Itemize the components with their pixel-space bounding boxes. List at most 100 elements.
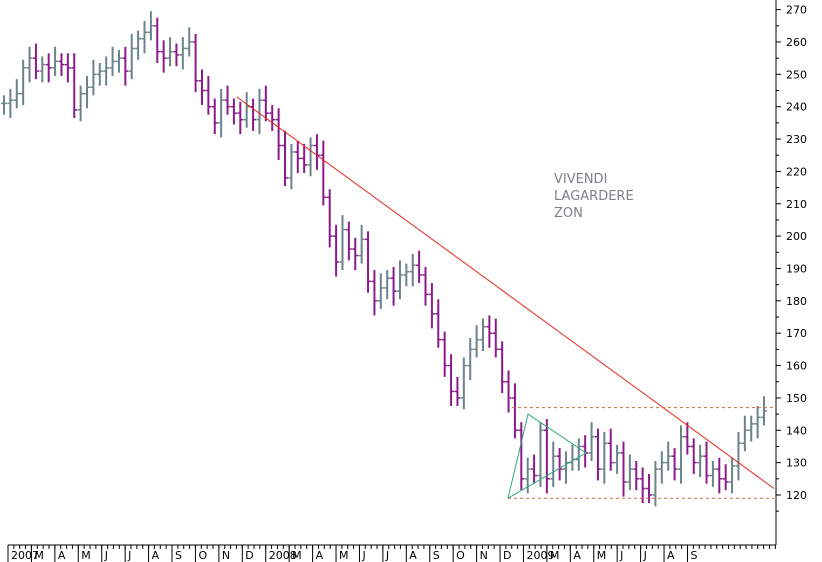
y-tick-label: 120 xyxy=(786,489,807,502)
x-tick-label: J xyxy=(385,549,389,562)
ohlc-bar xyxy=(26,46,33,83)
x-tick-label: 2008 xyxy=(269,549,297,562)
ohlc-bar xyxy=(173,43,180,67)
x-tick-label: D xyxy=(503,549,511,562)
ohlc-bar xyxy=(288,143,295,190)
downtrend-line xyxy=(236,96,775,489)
x-tick-label: 2007 xyxy=(11,549,39,562)
ohlc-bar xyxy=(690,438,697,474)
ohlc-bar xyxy=(1,95,7,115)
ohlc-bar xyxy=(84,75,91,109)
ohlc-bar xyxy=(409,253,416,287)
ohlc-bar xyxy=(460,357,467,410)
ohlc-bar xyxy=(186,27,193,57)
ohlc-bar xyxy=(365,231,372,293)
ohlc-bar xyxy=(467,338,474,381)
ohlc-bar xyxy=(64,53,71,83)
ohlc-bar xyxy=(620,441,627,497)
x-tick-label: J xyxy=(643,549,647,562)
ohlc-bar xyxy=(275,108,282,161)
ohlc-bar xyxy=(45,53,52,83)
x-tick-label: A xyxy=(667,549,675,562)
ohlc-bar xyxy=(486,315,493,348)
ohlc-bar xyxy=(709,461,716,487)
ohlc-bar xyxy=(531,454,538,484)
ohlc-bar xyxy=(320,140,327,206)
y-tick-label: 190 xyxy=(786,262,807,275)
x-tick-label: S xyxy=(175,549,182,562)
ohlc-bar xyxy=(294,140,301,174)
ohlc-bar xyxy=(377,273,384,309)
ohlc-bar xyxy=(256,88,263,135)
x-tick-label: O xyxy=(198,549,207,562)
ohlc-bar xyxy=(90,59,97,96)
ohlc-bar xyxy=(569,444,576,471)
ohlc-bar xyxy=(499,341,506,394)
ohlc-bar xyxy=(396,260,403,300)
y-tick-label: 180 xyxy=(786,295,807,308)
y-tick-label: 260 xyxy=(786,36,807,49)
triangle-pattern xyxy=(507,413,587,499)
x-tick-label: J xyxy=(127,549,131,562)
ohlc-bar xyxy=(454,376,461,407)
y-tick-label: 230 xyxy=(786,133,807,146)
ohlc-bar xyxy=(435,299,442,348)
ohlc-bar xyxy=(403,263,410,287)
ohlc-bars xyxy=(1,11,767,507)
y-tick-label: 220 xyxy=(786,165,807,178)
ohlc-bar xyxy=(224,85,231,115)
ohlc-bar xyxy=(652,461,659,507)
x-tick-label: J xyxy=(619,549,623,562)
ohlc-bar xyxy=(230,98,237,125)
y-tick-label: 160 xyxy=(786,360,807,373)
ohlc-bar xyxy=(39,56,46,83)
ohlc-bar xyxy=(563,451,570,484)
ohlc-bar xyxy=(575,438,582,471)
x-tick-label: M xyxy=(81,549,91,562)
ohlc-bar xyxy=(684,422,691,455)
y-tick-label: 130 xyxy=(786,457,807,470)
x-tick-label: D xyxy=(245,549,253,562)
ohlc-bar xyxy=(390,266,397,306)
ohlc-bar xyxy=(122,46,129,86)
ohlc-bar xyxy=(345,221,352,261)
x-tick-label: M xyxy=(292,549,302,562)
ohlc-bar xyxy=(243,92,250,128)
ohlc-bar xyxy=(735,431,742,481)
ohlc-bar xyxy=(761,396,767,426)
x-tick-label: O xyxy=(456,549,465,562)
ohlc-bar xyxy=(614,444,621,474)
ohlc-bar xyxy=(677,425,684,484)
ohlc-bar xyxy=(384,270,391,300)
ohlc-bar xyxy=(135,30,142,60)
ohlc-bar xyxy=(269,105,276,131)
ohlc-bar xyxy=(524,457,531,494)
ohlc-bar xyxy=(416,250,423,284)
y-tick-label: 140 xyxy=(786,424,807,437)
y-tick-label: 250 xyxy=(786,68,807,81)
ohlc-bar xyxy=(492,318,499,358)
ohlc-bar xyxy=(192,33,199,93)
y-tick-label: 150 xyxy=(786,392,807,405)
ohlc-bar xyxy=(428,283,435,329)
ohlc-bar xyxy=(147,11,154,41)
x-tick-label: J xyxy=(361,549,365,562)
ohlc-bar xyxy=(505,370,512,413)
ohlc-bar xyxy=(352,237,359,271)
ohlc-bar xyxy=(722,464,729,491)
ohlc-bar xyxy=(326,189,333,248)
y-tick-label: 240 xyxy=(786,101,807,114)
ohlc-bar xyxy=(479,318,486,351)
annotation-line-3: ZON xyxy=(554,206,583,221)
ohlc-bar xyxy=(556,448,563,481)
ohlc-bar xyxy=(588,422,595,462)
ohlc-bar xyxy=(633,461,640,491)
x-tick-label: N xyxy=(222,549,230,562)
ohlc-bar xyxy=(333,224,340,277)
x-tick-label: S xyxy=(690,549,697,562)
ohlc-bar xyxy=(160,40,167,73)
ohlc-bar xyxy=(103,56,110,86)
ohlc-bar xyxy=(7,88,14,119)
